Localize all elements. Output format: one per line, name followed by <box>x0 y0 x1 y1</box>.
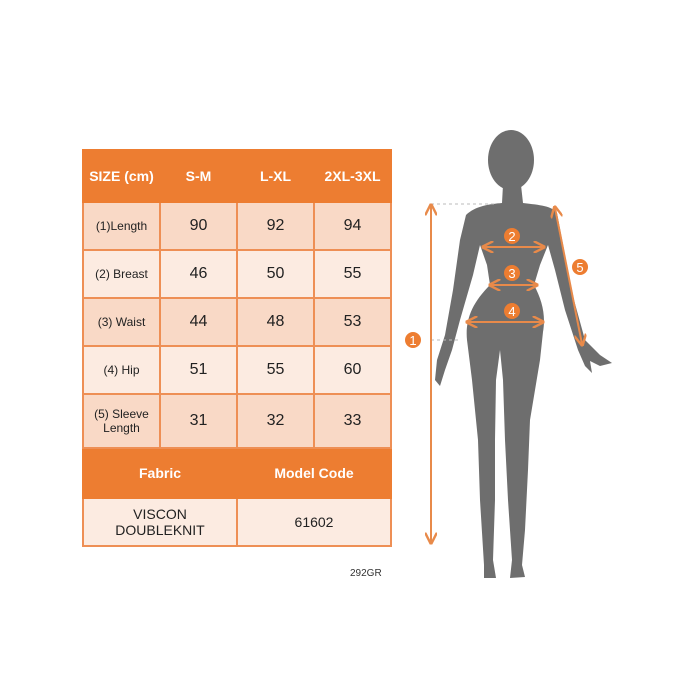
cell: 90 <box>159 201 238 251</box>
table-row: (5) Sleeve Length 31 32 33 <box>82 393 392 449</box>
cell: 55 <box>313 249 392 299</box>
image-code: 292GR <box>350 568 382 579</box>
row-label: (1)Length <box>82 201 161 251</box>
cell: 51 <box>159 345 238 395</box>
table-row: (4) Hip 51 55 60 <box>82 345 392 395</box>
table-row: (2) Breast 46 50 55 <box>82 249 392 299</box>
marker-1: 1 <box>405 332 421 348</box>
model-code-value: 61602 <box>236 497 392 547</box>
silhouette <box>435 130 612 578</box>
fabric-value-row: VISCON DOUBLEKNIT 61602 <box>82 497 392 547</box>
cell: 31 <box>159 393 238 449</box>
marker-3: 3 <box>504 265 520 281</box>
row-label: (4) Hip <box>82 345 161 395</box>
row-label: (5) Sleeve Length <box>82 393 161 449</box>
svg-text:4: 4 <box>508 304 515 319</box>
cell: 94 <box>313 201 392 251</box>
header-s-m: S-M <box>159 149 238 203</box>
header-size: SIZE (cm) <box>82 149 161 203</box>
cell: 55 <box>236 345 315 395</box>
model-code-label: Model Code <box>236 447 392 499</box>
cell: 44 <box>159 297 238 347</box>
cell: 50 <box>236 249 315 299</box>
cell: 46 <box>159 249 238 299</box>
row-label: (2) Breast <box>82 249 161 299</box>
guide-lines <box>431 203 496 341</box>
header-l-xl: L-XL <box>236 149 315 203</box>
size-chart-table: SIZE (cm) S-M L-XL 2XL-3XL (1)Length 90 … <box>82 149 392 547</box>
table-row: (3) Waist 44 48 53 <box>82 297 392 347</box>
sleeve-arrow <box>555 208 582 344</box>
marker-5: 5 <box>572 259 588 275</box>
cell: 92 <box>236 201 315 251</box>
cell: 60 <box>313 345 392 395</box>
cell: 32 <box>236 393 315 449</box>
fabric-value: VISCON DOUBLEKNIT <box>82 497 238 547</box>
cell: 48 <box>236 297 315 347</box>
cell: 33 <box>313 393 392 449</box>
svg-text:2: 2 <box>508 229 515 244</box>
table-row: (1)Length 90 92 94 <box>82 201 392 251</box>
header-row: SIZE (cm) S-M L-XL 2XL-3XL <box>82 149 392 203</box>
header-2xl-3xl: 2XL-3XL <box>313 149 392 203</box>
marker-2: 2 <box>504 228 520 244</box>
svg-text:3: 3 <box>508 266 515 281</box>
measurement-arrows <box>431 206 582 542</box>
svg-text:1: 1 <box>409 333 416 348</box>
fabric-label: Fabric <box>82 447 238 499</box>
marker-4: 4 <box>504 303 520 319</box>
fabric-header-row: Fabric Model Code <box>82 447 392 499</box>
svg-text:5: 5 <box>576 260 583 275</box>
cell: 53 <box>313 297 392 347</box>
row-label: (3) Waist <box>82 297 161 347</box>
